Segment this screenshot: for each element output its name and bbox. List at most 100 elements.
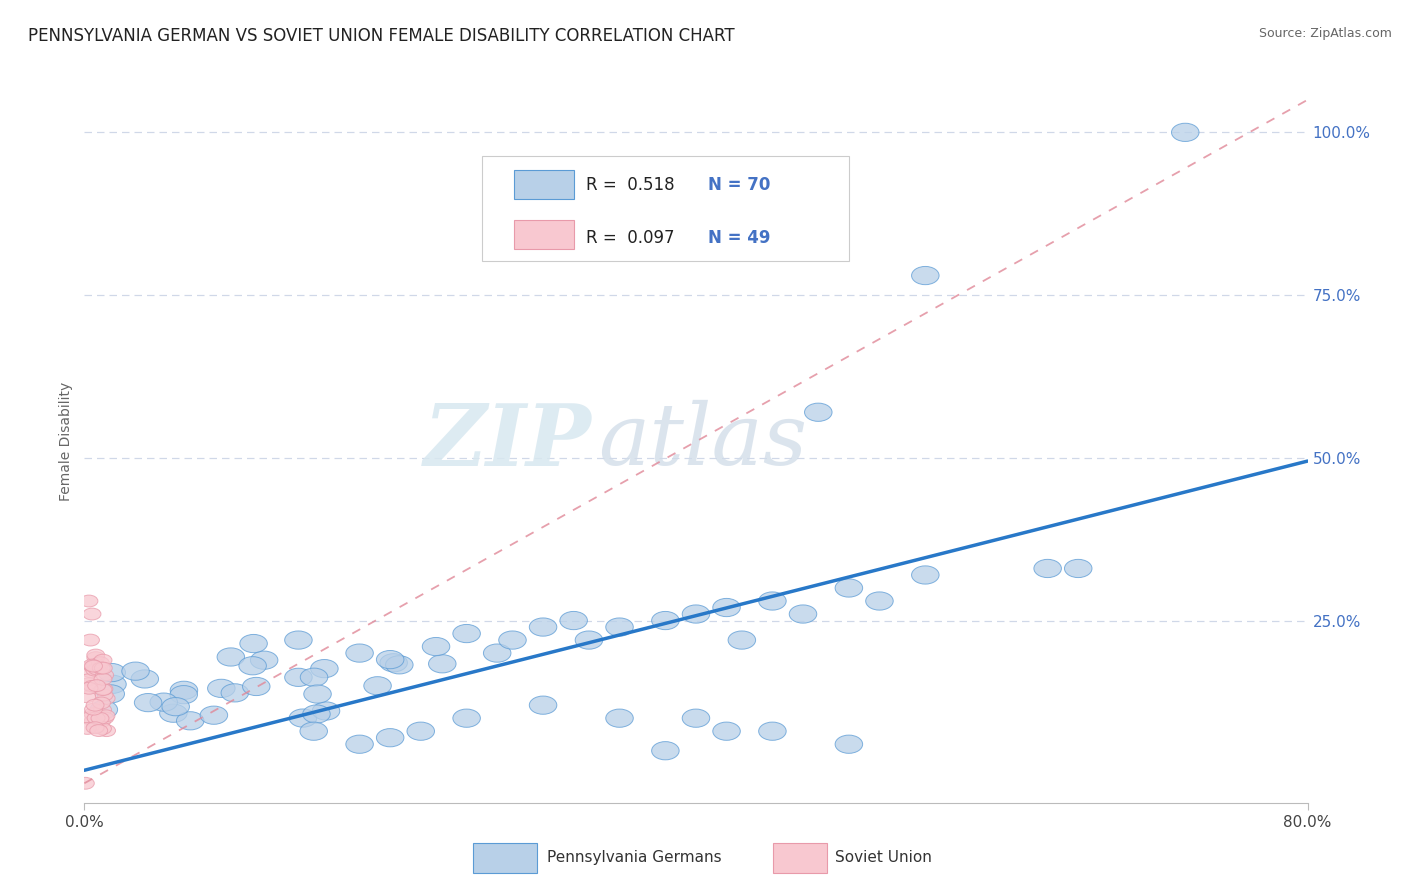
Ellipse shape (302, 705, 330, 723)
Ellipse shape (364, 677, 391, 695)
Text: R =  0.518: R = 0.518 (586, 176, 675, 194)
Ellipse shape (911, 267, 939, 285)
Ellipse shape (299, 723, 328, 740)
Ellipse shape (87, 707, 105, 719)
Ellipse shape (93, 697, 111, 709)
Ellipse shape (84, 714, 103, 727)
Ellipse shape (606, 709, 633, 727)
Ellipse shape (84, 703, 103, 715)
Ellipse shape (453, 624, 481, 642)
Ellipse shape (311, 659, 339, 678)
Ellipse shape (284, 631, 312, 649)
Ellipse shape (346, 735, 374, 754)
Ellipse shape (651, 741, 679, 760)
Ellipse shape (385, 656, 413, 674)
Ellipse shape (84, 707, 101, 720)
Ellipse shape (301, 668, 328, 686)
Ellipse shape (87, 680, 105, 691)
Ellipse shape (80, 712, 98, 724)
Ellipse shape (96, 669, 114, 681)
Text: N = 70: N = 70 (709, 176, 770, 194)
Ellipse shape (87, 721, 105, 733)
Ellipse shape (86, 665, 104, 676)
Y-axis label: Female Disability: Female Disability (59, 382, 73, 501)
Ellipse shape (177, 712, 204, 730)
Ellipse shape (208, 679, 235, 698)
Ellipse shape (90, 724, 108, 737)
Ellipse shape (240, 634, 267, 653)
Ellipse shape (91, 713, 108, 724)
Ellipse shape (96, 712, 114, 724)
Ellipse shape (80, 682, 98, 694)
Ellipse shape (83, 659, 101, 671)
Ellipse shape (835, 735, 863, 754)
Ellipse shape (804, 403, 832, 421)
Ellipse shape (1064, 559, 1092, 578)
Ellipse shape (429, 655, 456, 673)
Ellipse shape (94, 704, 111, 715)
Ellipse shape (131, 670, 159, 688)
FancyBboxPatch shape (773, 843, 827, 873)
Ellipse shape (93, 715, 111, 727)
Text: Pennsylvania Germans: Pennsylvania Germans (547, 850, 721, 865)
Ellipse shape (87, 712, 105, 724)
Ellipse shape (97, 710, 115, 722)
Ellipse shape (135, 693, 162, 712)
Ellipse shape (82, 665, 100, 678)
Ellipse shape (606, 618, 633, 636)
Ellipse shape (90, 661, 107, 673)
Ellipse shape (76, 777, 94, 789)
Ellipse shape (77, 690, 96, 703)
Ellipse shape (96, 690, 112, 701)
Ellipse shape (94, 683, 112, 696)
Ellipse shape (911, 566, 939, 584)
Text: atlas: atlas (598, 401, 807, 483)
Ellipse shape (759, 592, 786, 610)
Ellipse shape (87, 649, 104, 661)
Ellipse shape (122, 662, 149, 681)
Ellipse shape (96, 683, 112, 695)
Ellipse shape (162, 698, 190, 715)
Ellipse shape (304, 685, 332, 703)
Ellipse shape (79, 723, 97, 734)
FancyBboxPatch shape (474, 843, 537, 873)
Ellipse shape (91, 657, 110, 669)
Ellipse shape (93, 662, 110, 674)
Ellipse shape (98, 664, 125, 681)
Ellipse shape (835, 579, 863, 597)
Ellipse shape (97, 692, 115, 705)
Ellipse shape (682, 605, 710, 624)
Ellipse shape (80, 595, 98, 607)
Text: N = 49: N = 49 (709, 229, 770, 247)
Ellipse shape (170, 681, 198, 699)
Ellipse shape (84, 660, 103, 672)
Ellipse shape (284, 668, 312, 687)
Ellipse shape (87, 652, 104, 664)
Ellipse shape (346, 644, 374, 662)
Ellipse shape (484, 644, 510, 662)
Ellipse shape (406, 723, 434, 740)
Text: PENNSYLVANIA GERMAN VS SOVIET UNION FEMALE DISABILITY CORRELATION CHART: PENNSYLVANIA GERMAN VS SOVIET UNION FEMA… (28, 27, 735, 45)
Ellipse shape (150, 693, 177, 711)
Ellipse shape (377, 650, 404, 669)
FancyBboxPatch shape (513, 220, 574, 250)
Ellipse shape (221, 684, 249, 702)
Ellipse shape (97, 724, 115, 737)
Ellipse shape (728, 631, 755, 649)
Ellipse shape (377, 729, 404, 747)
Ellipse shape (94, 654, 112, 666)
Ellipse shape (422, 638, 450, 656)
Ellipse shape (759, 723, 786, 740)
Ellipse shape (1171, 123, 1199, 142)
Ellipse shape (866, 592, 893, 610)
Ellipse shape (83, 608, 101, 620)
Ellipse shape (200, 706, 228, 724)
Ellipse shape (83, 681, 101, 692)
Ellipse shape (290, 709, 316, 727)
Ellipse shape (83, 661, 101, 673)
Ellipse shape (250, 651, 278, 669)
Ellipse shape (682, 709, 710, 727)
Ellipse shape (312, 702, 340, 720)
Ellipse shape (713, 723, 741, 740)
Ellipse shape (94, 673, 112, 685)
